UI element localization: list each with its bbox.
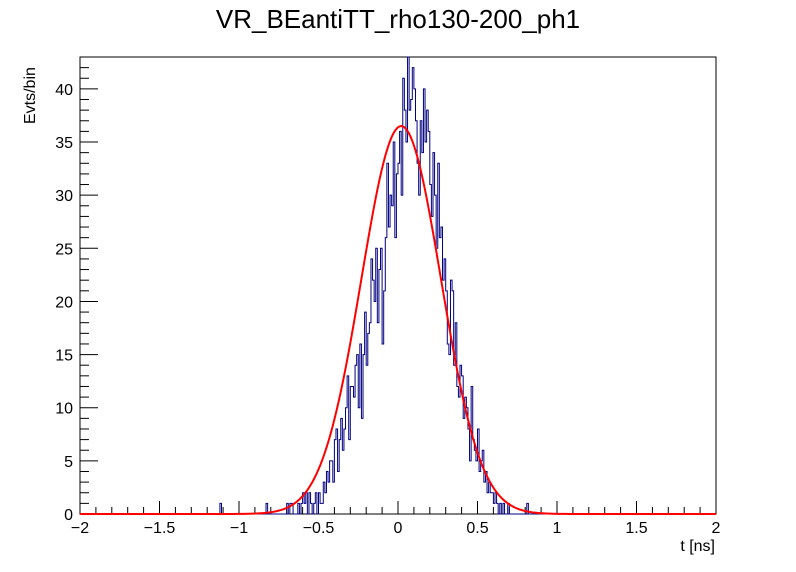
x-axis-label: t [ns]: [680, 538, 715, 555]
x-tick-label: −2: [71, 520, 89, 537]
x-tick-label: 0: [394, 520, 403, 537]
x-tick-label: 1.5: [625, 520, 647, 537]
histogram-series: [80, 56, 704, 515]
y-tick-label: 0: [64, 507, 73, 524]
x-tick-label: 0.5: [466, 520, 488, 537]
histogram-steps: [80, 56, 704, 515]
y-tick-label: 10: [55, 401, 73, 418]
x-tick-label: 1: [553, 520, 562, 537]
x-tick-label: −1: [230, 520, 248, 537]
plot-frame: [79, 56, 717, 515]
x-tick-label: 2: [712, 520, 721, 537]
y-tick-label: 20: [55, 294, 73, 311]
y-tick-label: 5: [64, 454, 73, 471]
y-tick-label: 40: [55, 82, 73, 99]
y-axis-label: Evts/bin: [22, 67, 39, 124]
y-tick-label: 25: [55, 241, 73, 258]
x-tick-label: −1.5: [144, 520, 176, 537]
gaussian-fit-series: [80, 125, 716, 515]
x-tick-label: −0.5: [303, 520, 335, 537]
y-tick-label: 30: [55, 188, 73, 205]
y-tick-label: 35: [55, 135, 73, 152]
chart-title: VR_BEantiTT_rho130-200_ph1: [215, 4, 581, 34]
x-axis: −2 −1.5 −1 −0.5 0 0.5 1 1.5 2: [71, 501, 721, 537]
fit-curve: [80, 125, 716, 515]
y-axis: 0 5 10 15 20 25 30 35 40: [55, 56, 98, 524]
y-tick-label: 15: [55, 348, 73, 365]
